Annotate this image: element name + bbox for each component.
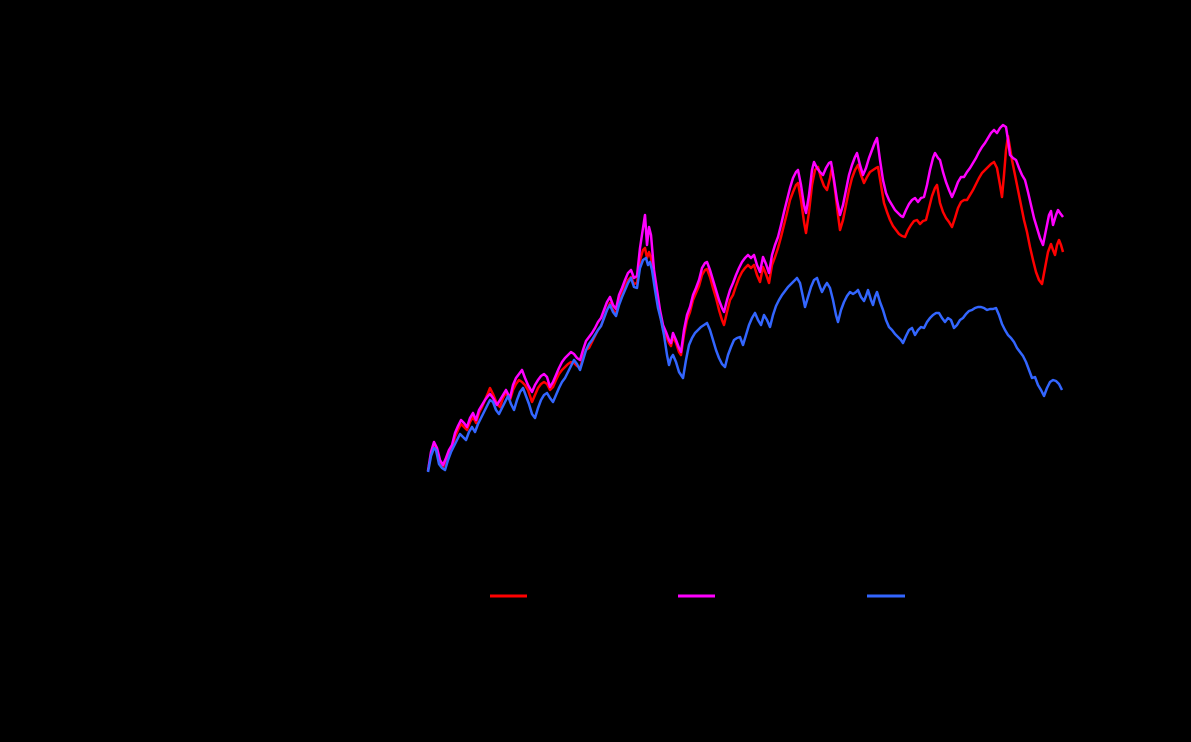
chart-series-group	[426, 123, 1065, 473]
chart-line-red	[426, 134, 1065, 472]
chart-line-magenta	[426, 123, 1064, 472]
chart-line-blue	[426, 256, 1064, 473]
